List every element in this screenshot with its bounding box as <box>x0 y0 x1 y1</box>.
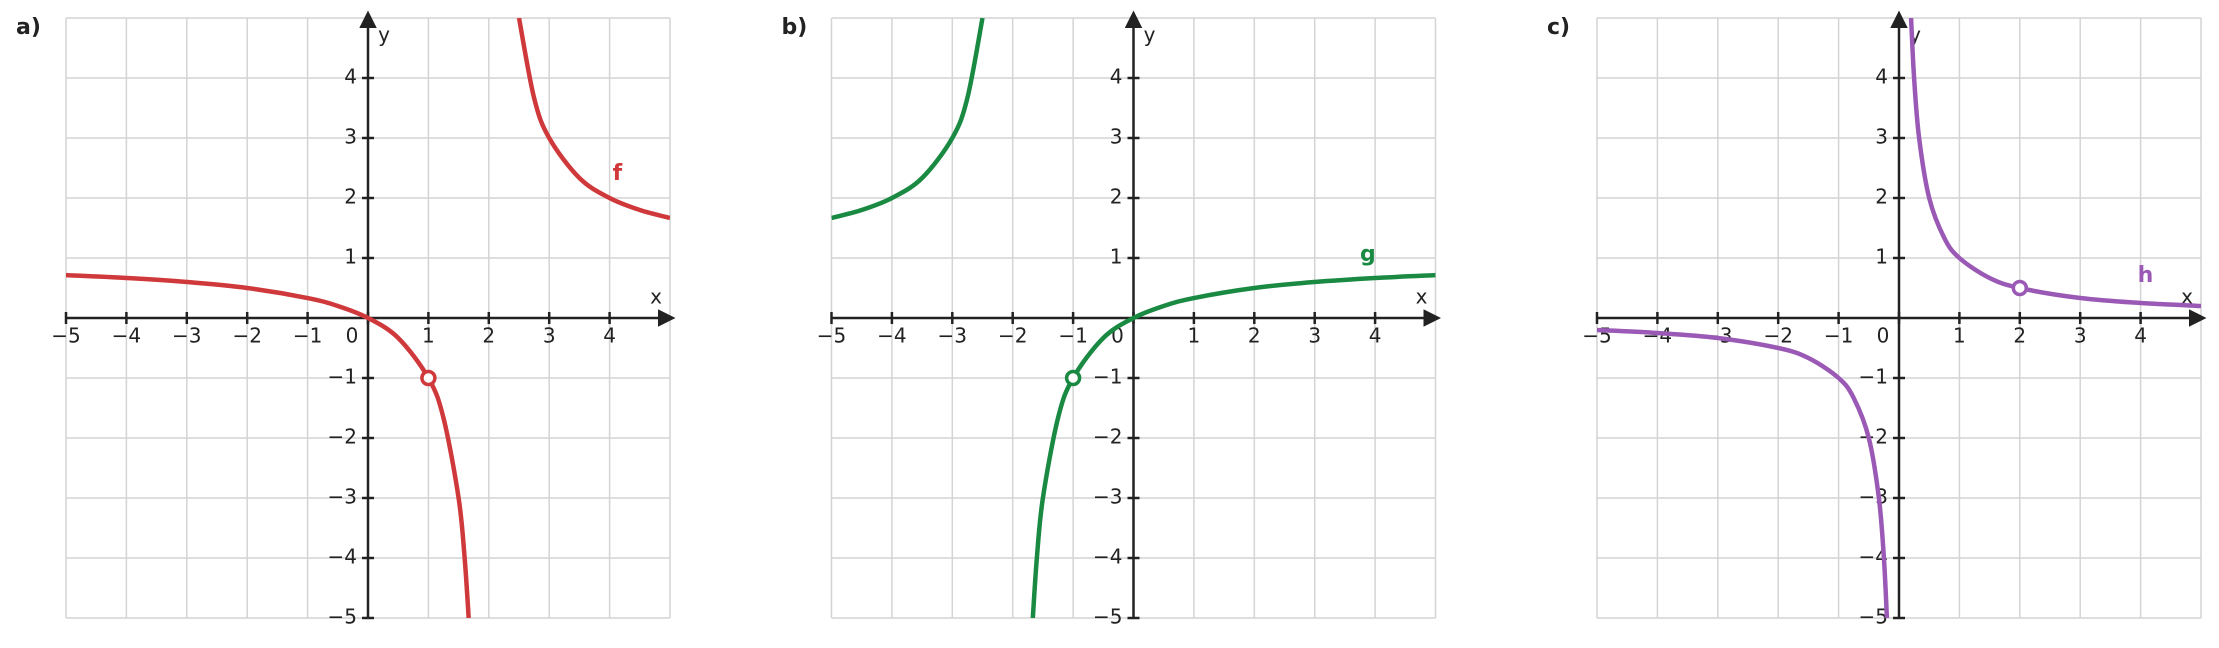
y-tick-label: 1 <box>1110 245 1123 269</box>
y-tick-label: −3 <box>328 485 357 509</box>
x-axis-label: x <box>650 285 662 309</box>
x-tick-label: 2 <box>482 324 495 348</box>
x-tick-label: 1 <box>1953 324 1966 348</box>
x-tick-label: 0 <box>346 324 359 348</box>
y-tick-label: 4 <box>344 65 357 89</box>
panel: a) x y −5 −4 −3 −2 −1 0 1 2 3 4 −5 −4 −3 −2 −1 1 2 3 4 f <box>16 10 676 629</box>
curve <box>831 18 1436 618</box>
y-tick-label: −3 <box>1093 485 1122 509</box>
y-tick-label: 3 <box>344 125 357 149</box>
y-tick-label: −2 <box>328 425 357 449</box>
open-point <box>420 369 437 387</box>
x-tick-label: 2 <box>1248 324 1261 348</box>
x-tick-label: −2 <box>998 324 1027 348</box>
x-tick-label: 3 <box>1308 324 1321 348</box>
x-tick-label: −2 <box>232 324 261 348</box>
y-axis-label: y <box>378 23 390 47</box>
y-tick-label: −1 <box>328 365 357 389</box>
x-tick-label: 4 <box>2134 324 2147 348</box>
y-tick-label: 4 <box>1875 65 1888 89</box>
y-tick-label: −4 <box>328 545 357 569</box>
panel-label: b) <box>782 15 808 40</box>
x-tick-label: −1 <box>293 324 322 348</box>
y-tick-label: −5 <box>328 605 357 629</box>
y-tick-label: 1 <box>344 245 357 269</box>
y-tick-label: 4 <box>1110 65 1123 89</box>
panel-label: a) <box>16 15 41 40</box>
y-tick-label: 3 <box>1875 125 1888 149</box>
y-tick-label: −1 <box>1093 365 1122 389</box>
curve-label: g <box>1360 242 1376 267</box>
panel-label: c) <box>1547 15 1570 40</box>
x-tick-label: 3 <box>543 324 556 348</box>
y-tick-label: −2 <box>1859 425 1888 449</box>
open-point <box>1064 369 1082 387</box>
open-point <box>2011 279 2029 297</box>
x-tick-label: −2 <box>1763 324 1792 348</box>
y-tick-label: −5 <box>1093 605 1122 629</box>
curve-label: h <box>2138 263 2154 288</box>
y-tick-label: −4 <box>1093 545 1122 569</box>
x-tick-label: −5 <box>1582 324 1611 348</box>
x-tick-label: 3 <box>2074 324 2087 348</box>
y-tick-label: 2 <box>1110 185 1123 209</box>
x-tick-label: 4 <box>1369 324 1382 348</box>
y-tick-label: 1 <box>1875 245 1888 269</box>
curve <box>66 18 670 618</box>
x-tick-label: −4 <box>112 324 141 348</box>
y-tick-label: −5 <box>1859 605 1888 629</box>
x-tick-label: −4 <box>877 324 906 348</box>
x-axis-label: x <box>2181 285 2193 309</box>
x-tick-label: 1 <box>422 324 435 348</box>
y-tick-label: 2 <box>1875 185 1888 209</box>
x-axis-label: x <box>1416 285 1428 309</box>
curve-label: f <box>613 161 623 186</box>
x-tick-label: −5 <box>817 324 846 348</box>
curve <box>1597 18 2201 618</box>
y-tick-label: −2 <box>1093 425 1122 449</box>
x-tick-label: 4 <box>603 324 616 348</box>
x-tick-label: −1 <box>1824 324 1853 348</box>
x-tick-label: −5 <box>51 324 80 348</box>
y-axis-label: y <box>1144 23 1156 47</box>
x-tick-label: 1 <box>1188 324 1201 348</box>
x-tick-label: −3 <box>172 324 201 348</box>
x-tick-label: −3 <box>938 324 967 348</box>
x-tick-label: 0 <box>1877 324 1890 348</box>
y-tick-label: −3 <box>1859 485 1888 509</box>
x-tick-label: −1 <box>1058 324 1087 348</box>
x-tick-label: 2 <box>2013 324 2026 348</box>
y-tick-label: 2 <box>344 185 357 209</box>
y-tick-label: 3 <box>1110 125 1123 149</box>
y-tick-label: −1 <box>1859 365 1888 389</box>
